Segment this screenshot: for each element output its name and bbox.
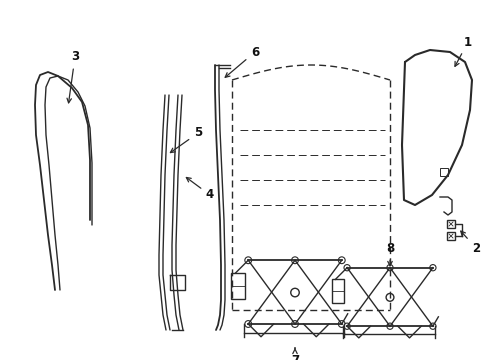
Bar — [331, 279, 343, 303]
Bar — [439, 168, 447, 176]
Text: 7: 7 — [290, 348, 299, 360]
Text: 2: 2 — [460, 231, 479, 255]
Text: 4: 4 — [186, 177, 214, 202]
Circle shape — [290, 288, 299, 297]
Circle shape — [386, 265, 392, 271]
Circle shape — [338, 257, 345, 264]
Circle shape — [291, 257, 298, 264]
Bar — [446, 232, 454, 240]
Text: 5: 5 — [170, 126, 202, 153]
Circle shape — [291, 321, 298, 327]
Circle shape — [429, 323, 435, 329]
Text: 3: 3 — [67, 50, 79, 103]
Circle shape — [429, 265, 435, 271]
Text: 6: 6 — [224, 45, 259, 77]
Circle shape — [386, 293, 393, 301]
Text: 8: 8 — [385, 242, 393, 266]
Bar — [231, 273, 244, 298]
Circle shape — [338, 321, 345, 327]
Text: 1: 1 — [454, 36, 471, 66]
Circle shape — [386, 323, 392, 329]
Circle shape — [244, 257, 251, 264]
Circle shape — [343, 265, 349, 271]
Circle shape — [244, 321, 251, 327]
Circle shape — [343, 323, 349, 329]
Bar — [446, 220, 454, 228]
